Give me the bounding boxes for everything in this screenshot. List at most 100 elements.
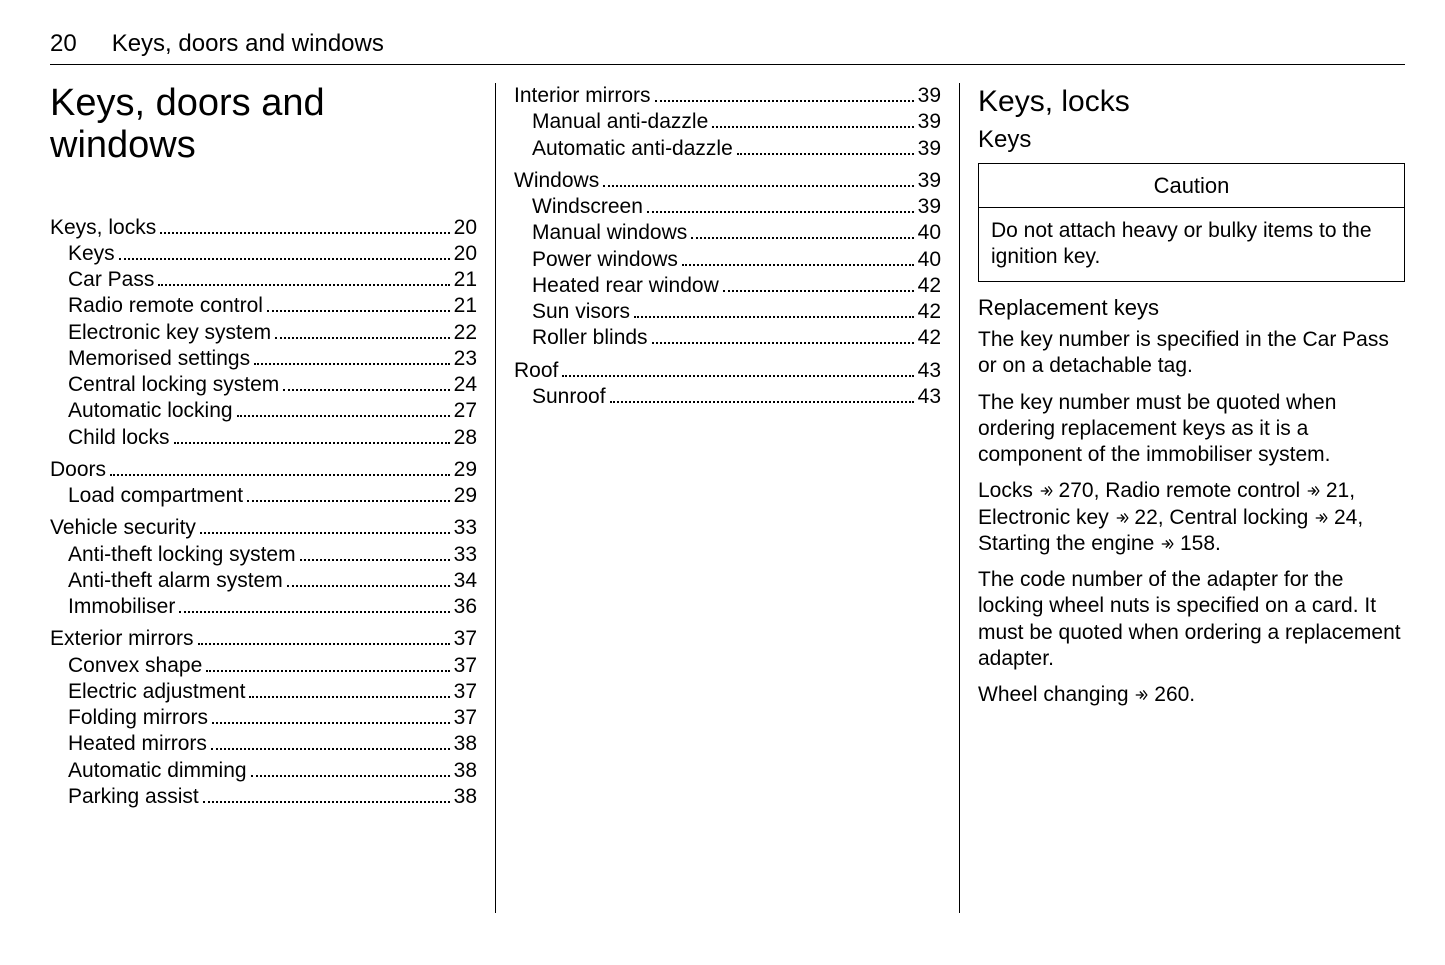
- subsection-heading: Keys: [978, 125, 1405, 155]
- toc-label: Vehicle security: [50, 515, 196, 541]
- toc-entry: Child locks 28: [50, 425, 477, 451]
- toc-page: 21: [454, 293, 477, 319]
- toc-page: 21: [454, 267, 477, 293]
- toc-leader-dots: [712, 126, 913, 128]
- toc-entry: Sunroof 43: [514, 384, 941, 410]
- toc-label: Heated rear window: [514, 273, 719, 299]
- toc-leader-dots: [160, 232, 449, 234]
- replacement-keys-heading: Replacement keys: [978, 294, 1405, 322]
- toc-page: 39: [918, 83, 941, 109]
- toc-group: Doors 29Load compartment 29: [50, 457, 477, 510]
- toc-leader-dots: [174, 442, 450, 444]
- toc-entry: Immobiliser 36: [50, 594, 477, 620]
- toc-entry: Car Pass 21: [50, 267, 477, 293]
- toc-page: 39: [918, 168, 941, 194]
- toc-page: 37: [454, 679, 477, 705]
- toc-leader-dots: [212, 722, 450, 724]
- toc-label: Child locks: [50, 425, 170, 451]
- toc-page: 33: [454, 542, 477, 568]
- toc-entry: Keys 20: [50, 241, 477, 267]
- toc-leader-dots: [198, 643, 450, 645]
- toc-leader-dots: [119, 258, 450, 260]
- page-number: 20: [50, 30, 77, 58]
- toc-label: Automatic dimming: [50, 758, 247, 784]
- toc-entry: Anti-theft locking system 33: [50, 542, 477, 568]
- crossref-icon: [1039, 484, 1053, 498]
- toc-label: Radio remote control: [50, 293, 263, 319]
- toc-label: Power windows: [514, 247, 678, 273]
- toc-label: Roof: [514, 358, 558, 384]
- toc-leader-dots: [652, 342, 914, 344]
- paragraph-cross-refs: Locks 270, Radio remote control 21, Elec…: [978, 478, 1405, 557]
- toc-entry: Folding mirrors 37: [50, 705, 477, 731]
- toc-group: Interior mirrors 39Manual anti-dazzle 39…: [514, 83, 941, 162]
- toc-page: 43: [918, 358, 941, 384]
- crossref-icon: [1314, 511, 1328, 525]
- toc-page: 39: [918, 194, 941, 220]
- caution-title: Caution: [979, 164, 1404, 209]
- toc-label: Memorised settings: [50, 346, 250, 372]
- toc-page: 36: [454, 594, 477, 620]
- toc-leader-dots: [249, 696, 449, 698]
- toc-label: Folding mirrors: [50, 705, 208, 731]
- toc-label: Manual windows: [514, 220, 687, 246]
- toc-label: Automatic locking: [50, 398, 233, 424]
- toc-entry: Heated mirrors 38: [50, 731, 477, 757]
- paragraph-wheel-ref: Wheel changing 260.: [978, 682, 1405, 708]
- toc-leader-dots: [110, 474, 450, 476]
- toc-page: 37: [454, 626, 477, 652]
- running-header: 20 Keys, doors and windows: [50, 30, 1405, 65]
- text: Wheel changing: [978, 683, 1134, 706]
- toc-entry: Automatic locking 27: [50, 398, 477, 424]
- toc-leader-dots: [634, 316, 914, 318]
- toc-leader-dots: [237, 415, 450, 417]
- toc-page: 27: [454, 398, 477, 424]
- toc-entry: Radio remote control 21: [50, 293, 477, 319]
- toc-entry: Windows 39: [514, 168, 941, 194]
- toc-label: Keys: [50, 241, 115, 267]
- toc-label: Manual anti-dazzle: [514, 109, 708, 135]
- toc-entry: Doors 29: [50, 457, 477, 483]
- toc-label: Sunroof: [514, 384, 606, 410]
- toc-label: Exterior mirrors: [50, 626, 194, 652]
- toc-group: Keys, locks 20Keys 20Car Pass 21Radio re…: [50, 215, 477, 451]
- paragraph: The code number of the adapter for the l…: [978, 567, 1405, 672]
- toc-page: 33: [454, 515, 477, 541]
- toc-page: 38: [454, 784, 477, 810]
- toc-page: 37: [454, 653, 477, 679]
- toc-group: Roof 43Sunroof 43: [514, 358, 941, 411]
- toc-entry: Manual windows 40: [514, 220, 941, 246]
- toc-leader-dots: [283, 389, 449, 391]
- toc-label: Anti-theft alarm system: [50, 568, 283, 594]
- toc-label: Keys, locks: [50, 215, 156, 241]
- crossref-icon: [1306, 484, 1320, 498]
- toc-entry: Roof 43: [514, 358, 941, 384]
- toc-label: Convex shape: [50, 653, 202, 679]
- toc-entry: Memorised settings 23: [50, 346, 477, 372]
- toc-page: 39: [918, 136, 941, 162]
- text: 22, Central locking: [1129, 506, 1315, 529]
- toc-page: 37: [454, 705, 477, 731]
- section-heading: Keys, locks: [978, 83, 1405, 121]
- caution-box: Caution Do not attach heavy or bulky ite…: [978, 163, 1405, 282]
- text: Locks: [978, 479, 1039, 502]
- toc-leader-dots: [682, 264, 914, 266]
- toc-page: 38: [454, 731, 477, 757]
- toc-label: Interior mirrors: [514, 83, 651, 109]
- toc-page: 28: [454, 425, 477, 451]
- crossref-icon: [1134, 688, 1148, 702]
- toc-label: Electronic key system: [50, 320, 271, 346]
- toc-label: Automatic anti-dazzle: [514, 136, 733, 162]
- toc-column-1: Keys, locks 20Keys 20Car Pass 21Radio re…: [50, 215, 477, 811]
- toc-entry: Interior mirrors 39: [514, 83, 941, 109]
- toc-label: Sun visors: [514, 299, 630, 325]
- toc-page: 39: [918, 109, 941, 135]
- toc-page: 42: [918, 273, 941, 299]
- text: 270, Radio remote control: [1053, 479, 1306, 502]
- toc-leader-dots: [287, 585, 450, 587]
- toc-label: Car Pass: [50, 267, 154, 293]
- toc-label: Parking assist: [50, 784, 199, 810]
- toc-leader-dots: [254, 363, 450, 365]
- toc-entry: Vehicle security 33: [50, 515, 477, 541]
- toc-leader-dots: [562, 375, 913, 377]
